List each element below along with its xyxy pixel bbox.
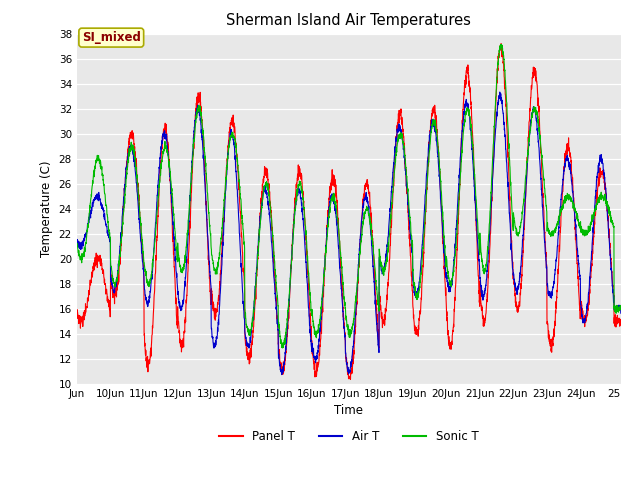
Text: SI_mixed: SI_mixed	[82, 31, 141, 44]
Air T	[73, 238, 81, 243]
Panel T	[548, 345, 556, 351]
Air T	[617, 310, 625, 316]
Sonic T	[305, 279, 313, 285]
Panel T	[167, 199, 175, 204]
Panel T	[346, 377, 354, 383]
Sonic T	[135, 195, 143, 201]
Air T	[135, 212, 143, 218]
Sonic T	[607, 215, 614, 220]
Air T	[496, 89, 504, 95]
Panel T	[497, 41, 505, 47]
Title: Sherman Island Air Temperatures: Sherman Island Air Temperatures	[227, 13, 471, 28]
Legend: Panel T, Air T, Sonic T: Panel T, Air T, Sonic T	[214, 426, 483, 448]
Panel T	[305, 295, 313, 300]
Panel T	[617, 322, 625, 328]
Air T	[548, 292, 556, 298]
Sonic T	[73, 241, 81, 247]
Sonic T	[282, 336, 289, 342]
Air T	[305, 313, 313, 319]
Panel T	[607, 248, 614, 253]
Panel T	[135, 192, 143, 198]
Line: Panel T: Panel T	[77, 44, 621, 380]
Sonic T	[167, 181, 175, 187]
Air T	[278, 372, 285, 377]
Line: Sonic T: Sonic T	[77, 45, 621, 348]
Sonic T	[617, 305, 625, 311]
Sonic T	[278, 345, 286, 351]
Air T	[607, 257, 614, 263]
Air T	[282, 344, 289, 349]
Y-axis label: Temperature (C): Temperature (C)	[40, 160, 53, 257]
Panel T	[282, 356, 289, 362]
Sonic T	[548, 233, 556, 239]
Line: Air T: Air T	[77, 92, 621, 374]
X-axis label: Time: Time	[334, 405, 364, 418]
Air T	[167, 190, 175, 195]
Panel T	[73, 312, 81, 318]
Sonic T	[498, 42, 506, 48]
